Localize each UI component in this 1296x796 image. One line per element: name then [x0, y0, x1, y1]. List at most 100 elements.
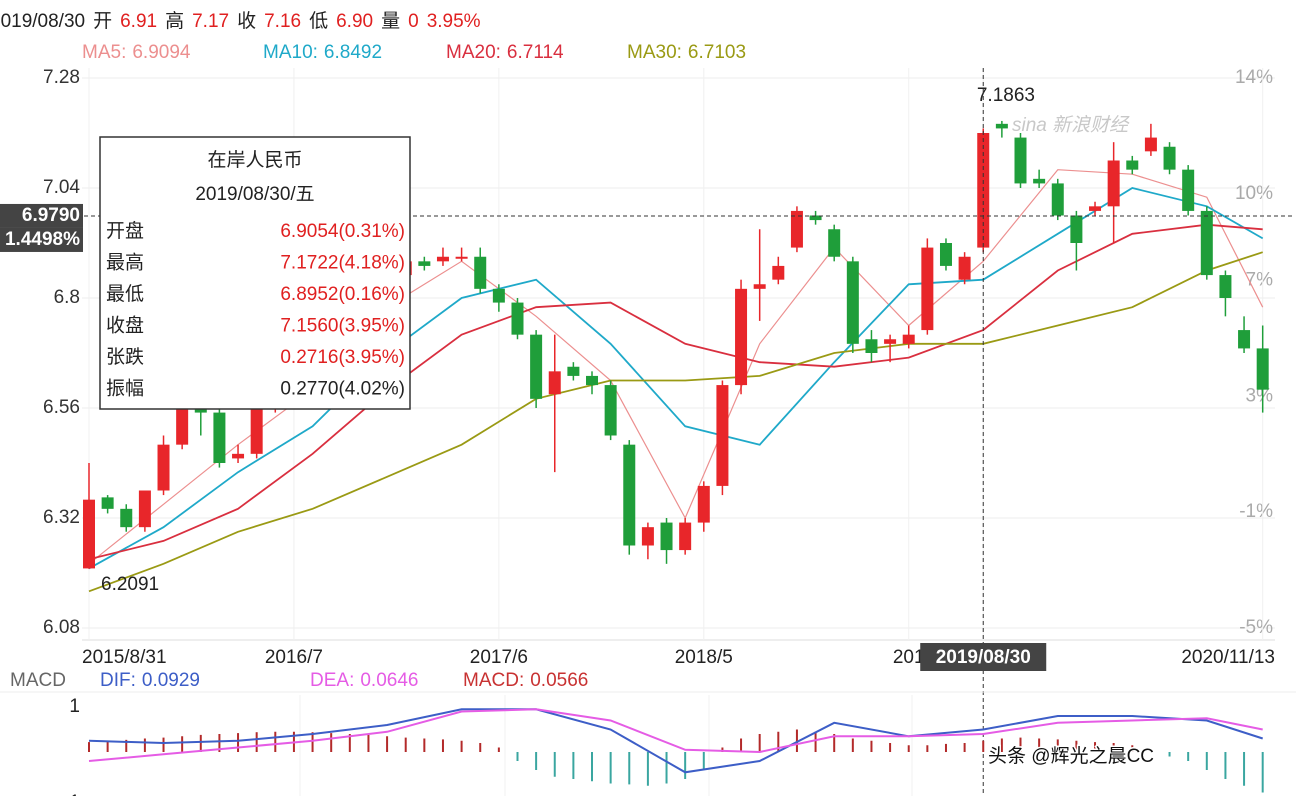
- macd-title: MACD: [10, 670, 66, 691]
- candle-body: [1033, 178, 1046, 184]
- candle-body: [1107, 160, 1120, 207]
- y2-tick-label: -5%: [1239, 617, 1273, 638]
- tooltip-label: 最低: [106, 283, 144, 305]
- candle-body: [436, 256, 449, 262]
- candle-body: [604, 385, 617, 436]
- crosshair-pct-box: [0, 227, 83, 252]
- ma-line: [88, 223, 1263, 561]
- candle-body: [120, 508, 133, 528]
- legend-entry: MA5: 6.9094: [82, 42, 191, 63]
- crosshair-y-box: [0, 203, 83, 228]
- y-tick-label: 7.04: [43, 177, 80, 198]
- macd-legend-value: 0.0929: [142, 670, 200, 691]
- legend-name: MA10:: [263, 42, 318, 63]
- macd-legend-value: 0.0646: [360, 670, 418, 691]
- info-label: 收: [237, 10, 256, 32]
- watermark: sina 新浪财经: [1012, 114, 1130, 136]
- candle-body: [958, 256, 971, 280]
- macd-tick-label: 1: [69, 696, 80, 717]
- macd-legend: DEA: 0.0646: [310, 670, 418, 691]
- tooltip-label: 最高: [106, 252, 144, 274]
- candle-body: [138, 490, 151, 528]
- footer-watermark: 头条 @辉光之晨CC: [988, 745, 1154, 767]
- info-value: 0: [408, 11, 419, 32]
- legend-value: 6.9094: [132, 42, 191, 63]
- macd-legend-name: MACD:: [463, 670, 524, 691]
- candle-body: [250, 408, 263, 454]
- candle-body: [1256, 348, 1269, 390]
- y-tick-label: 6.08: [43, 617, 80, 638]
- candle-body: [809, 215, 822, 221]
- macd-tick-label: -1: [63, 792, 80, 796]
- legend-value: 6.7114: [507, 42, 564, 63]
- max-label: 7.1863: [977, 85, 1035, 106]
- macd-legend-name: DEA:: [310, 670, 354, 691]
- candle-body: [902, 334, 915, 344]
- candle-body: [641, 527, 654, 546]
- candle-body: [1219, 275, 1232, 298]
- info-value: 7.16: [264, 11, 301, 32]
- ma-line: [88, 187, 1264, 570]
- tooltip-value: 7.1722(4.18%): [280, 253, 405, 274]
- y2-tick-label: -1%: [1239, 501, 1273, 522]
- candle-body: [1051, 183, 1064, 216]
- tooltip-title: 在岸人民币: [207, 149, 302, 171]
- x-tick-label: 2018/5: [675, 647, 733, 668]
- macd-legend-value: 0.0566: [530, 670, 588, 691]
- info-value: 6.91: [120, 11, 157, 32]
- candle-body: [232, 453, 245, 459]
- macd-line: [88, 708, 1264, 774]
- candle-body: [1238, 330, 1251, 349]
- candle-body: [567, 366, 580, 376]
- candle-body: [865, 339, 878, 353]
- tooltip-label: 收盘: [106, 315, 144, 337]
- legend-entry: MA20: 6.7114: [446, 42, 564, 63]
- candle-body: [548, 371, 561, 395]
- candle-body: [1014, 137, 1027, 184]
- candle-body: [790, 210, 803, 248]
- candle-body: [697, 485, 710, 523]
- legend-name: MA5:: [82, 42, 126, 63]
- candle-body: [716, 385, 729, 486]
- crosshair-x-label: 2019/08/30: [936, 647, 1031, 668]
- info-value: 7.17: [192, 11, 229, 32]
- y2-tick-label: 14%: [1235, 67, 1273, 88]
- info-date: 2019/08/30: [0, 11, 85, 32]
- candle-body: [1163, 146, 1176, 170]
- min-label: 6.2091: [101, 574, 159, 595]
- candle-body: [1182, 169, 1195, 211]
- crosshair-x-box: [920, 643, 1047, 671]
- x-tick-label: 201: [893, 647, 925, 668]
- y2-tick-label: 7%: [1246, 270, 1274, 291]
- candle-body: [846, 261, 859, 344]
- legend-name: MA20:: [446, 42, 501, 63]
- candle-body: [772, 265, 785, 280]
- candle-body: [753, 284, 766, 289]
- crosshair-pct-label: 1.4498%: [5, 229, 80, 250]
- candle-body: [418, 261, 431, 266]
- crosshair-y-label: 6.9790: [22, 205, 80, 226]
- info-value: 6.90: [336, 11, 373, 32]
- info-label: 低: [309, 10, 328, 32]
- candle-body: [939, 243, 952, 266]
- y2-tick-label: 10%: [1235, 183, 1273, 204]
- tooltip-box: [99, 136, 411, 410]
- tooltip-date: 2019/08/30/五: [195, 184, 314, 205]
- x-tick-label: 2016/7: [265, 647, 323, 668]
- candle-body: [455, 256, 468, 259]
- legend-name: MA30:: [627, 42, 682, 63]
- ma-line: [88, 251, 1263, 593]
- macd-line: [88, 708, 1263, 762]
- tooltip-label: 张跌: [106, 346, 144, 368]
- x-tick-label: 2020/11/13: [1181, 647, 1275, 668]
- candle-body: [530, 334, 543, 399]
- candle-body: [679, 522, 692, 551]
- candle-body: [1200, 210, 1213, 276]
- macd-legend: DIF: 0.0929: [100, 670, 200, 691]
- candle-body: [1070, 215, 1083, 243]
- candle-body: [921, 247, 934, 331]
- info-label: 开: [93, 11, 112, 32]
- candle-body: [157, 444, 170, 491]
- y-tick-label: 6.8: [54, 287, 80, 308]
